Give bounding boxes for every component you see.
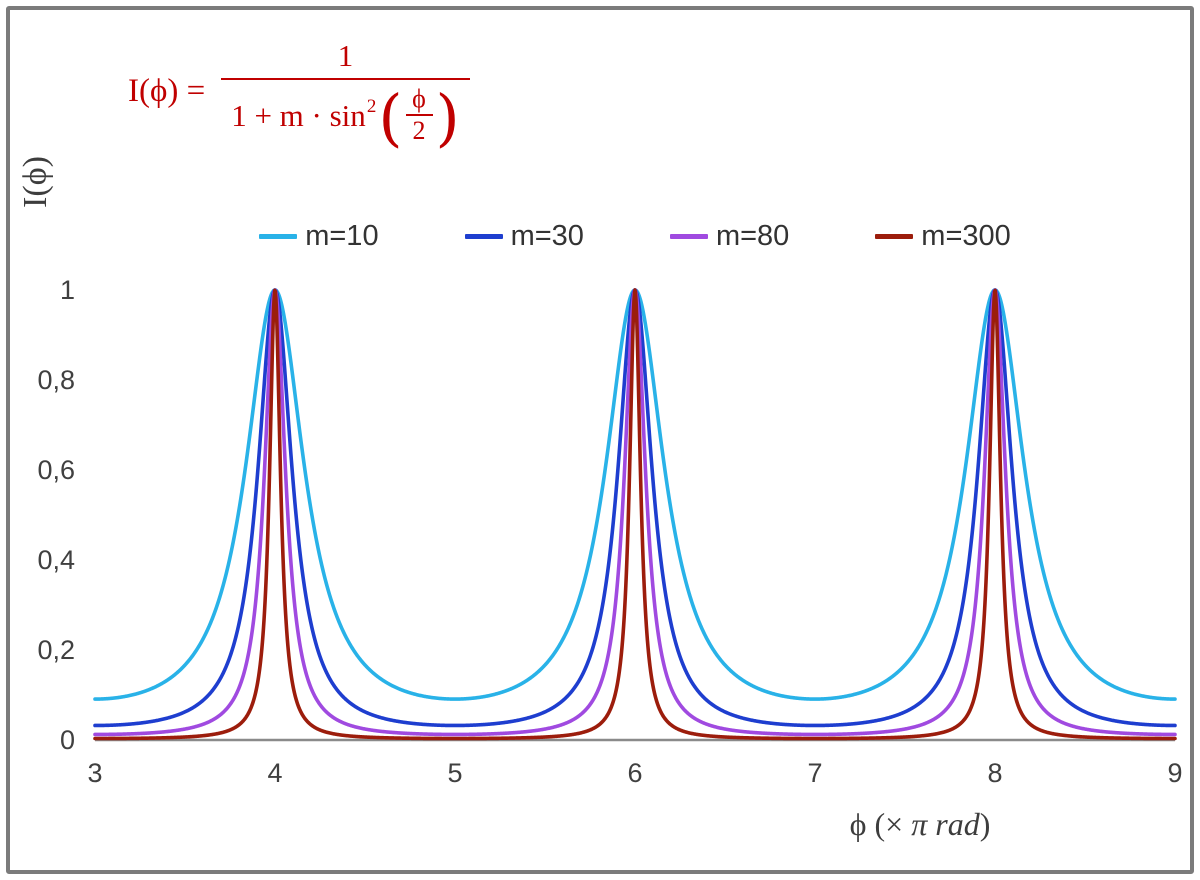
- legend-swatch: [875, 234, 914, 239]
- legend-label: m=10: [305, 220, 379, 252]
- legend-item-m80: m=80: [669, 220, 790, 253]
- series-line-m80: [93, 288, 1177, 737]
- x-tick-label: 8: [987, 758, 1002, 788]
- y-tick-label: 0: [60, 725, 75, 755]
- legend-item-m10: m=10: [259, 220, 379, 253]
- y-tick-label: 1: [60, 275, 75, 305]
- legend-label: m=80: [715, 220, 790, 252]
- y-tick-label: 0,4: [37, 545, 75, 575]
- formula-denominator: 1 + m · sin 2 ( ϕ 2 ): [221, 78, 470, 148]
- legend: m=10 m=30 m=80 m=300: [95, 220, 1175, 253]
- x-axis-title-suffix: ): [979, 806, 991, 842]
- x-axis-title-italic: π rad: [911, 806, 980, 842]
- formula-numerator: 1: [337, 38, 354, 73]
- y-axis-title: I(ϕ): [17, 156, 54, 208]
- y-tick-label: 0,6: [37, 455, 75, 485]
- series-line-m30: [93, 288, 1177, 728]
- x-axis-title: ϕ (× π rad): [770, 806, 1070, 843]
- formula-fraction: 1 1 + m · sin 2 ( ϕ 2 ): [221, 38, 470, 148]
- legend-swatch: [669, 234, 708, 239]
- formula-annotation: I(ϕ) = 1 1 + m · sin 2 ( ϕ 2 ): [128, 38, 470, 148]
- formula-lhs: I(ϕ) =: [128, 73, 206, 110]
- legend-item-m300: m=300: [875, 220, 1011, 253]
- y-tick-label: 0,2: [37, 635, 75, 665]
- legend-label: m=30: [510, 220, 584, 252]
- inner-fraction: ϕ 2: [405, 84, 433, 146]
- x-tick-label: 9: [1167, 758, 1182, 788]
- x-tick-label: 7: [807, 758, 822, 788]
- inner-denominator: 2: [405, 114, 433, 146]
- y-tick-label: 0,8: [37, 365, 75, 395]
- x-axis-title-prefix: ϕ (×: [849, 806, 912, 842]
- legend-swatch: [464, 234, 503, 239]
- x-tick-label: 4: [267, 758, 282, 788]
- x-tick-label: 3: [87, 758, 102, 788]
- legend-label: m=300: [921, 220, 1011, 252]
- x-tick-label: 6: [627, 758, 642, 788]
- x-tick-label: 5: [447, 758, 462, 788]
- inner-numerator: ϕ: [412, 84, 426, 113]
- legend-item-m30: m=30: [464, 220, 584, 253]
- formula-den-prefix: 1 + m · sin: [231, 97, 366, 133]
- legend-swatch: [259, 234, 298, 239]
- series-line-m300: [93, 288, 1177, 741]
